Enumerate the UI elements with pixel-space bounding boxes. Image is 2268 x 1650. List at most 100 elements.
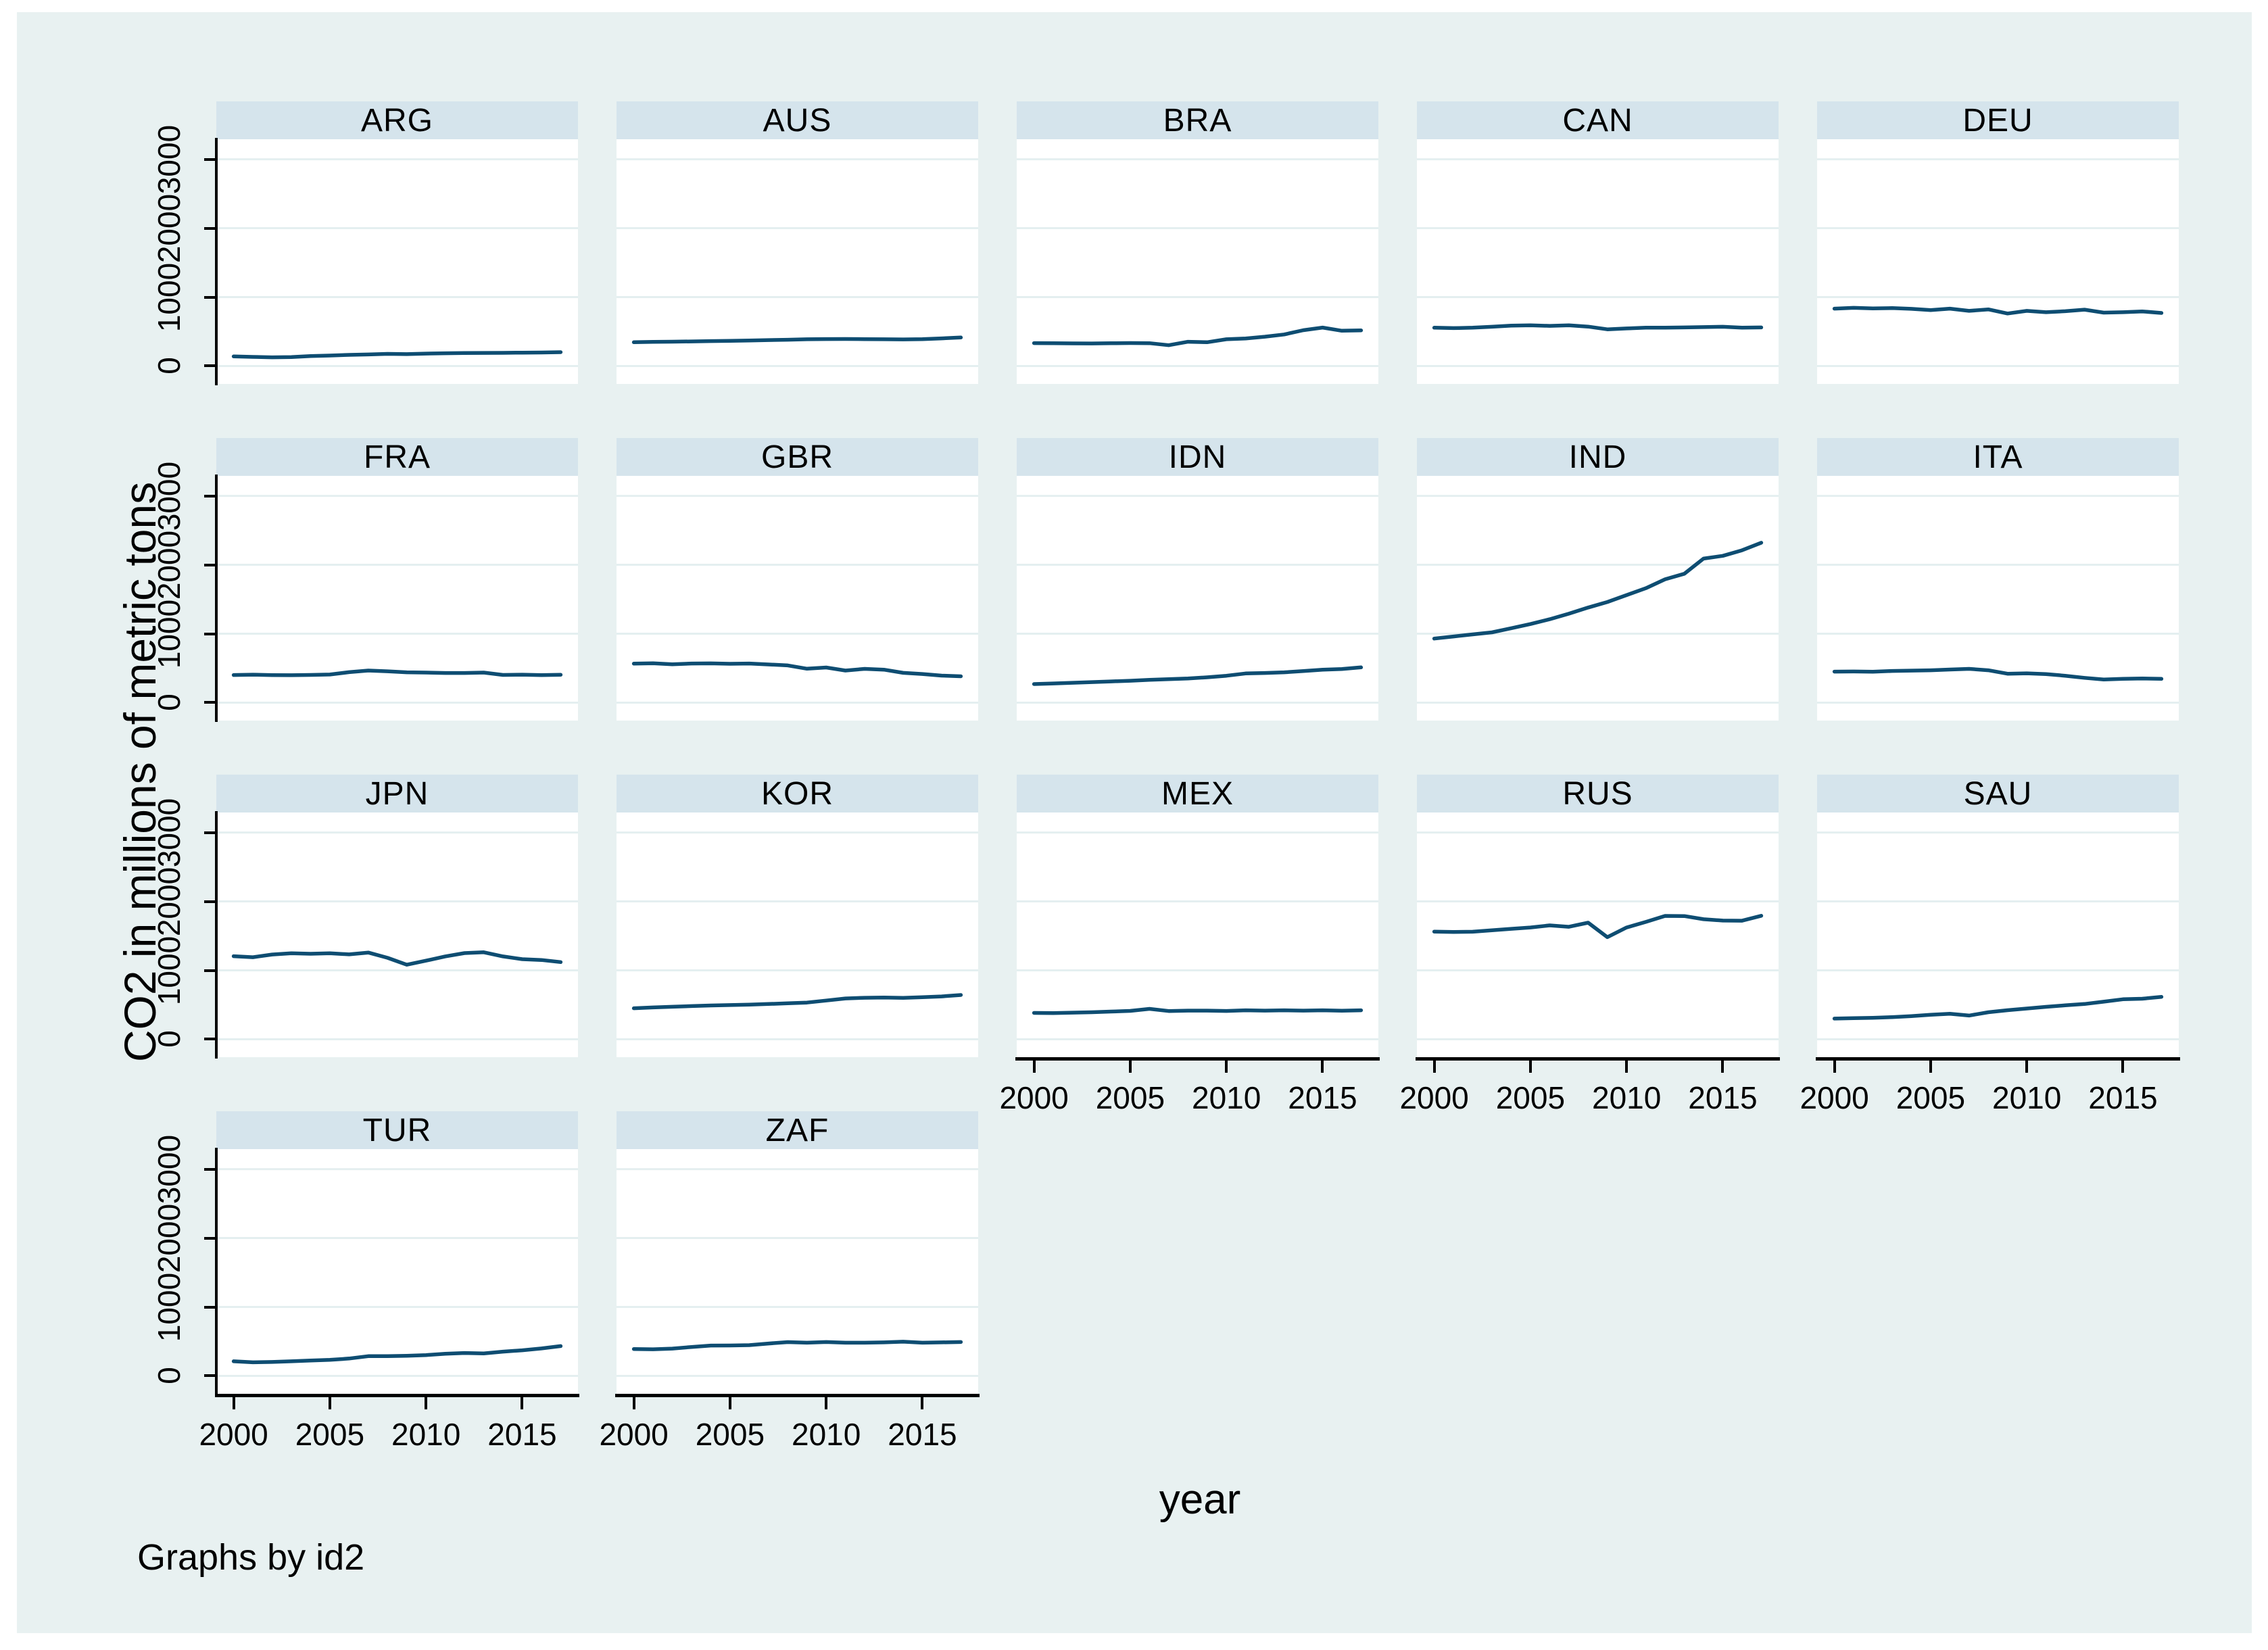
line-chart bbox=[1817, 831, 2179, 1040]
line-chart bbox=[1817, 158, 2179, 367]
panel-header: TUR bbox=[216, 1111, 578, 1149]
panel-header: DEU bbox=[1817, 101, 2179, 139]
y-axis-line bbox=[215, 475, 218, 722]
panel-ZAF: ZAF bbox=[617, 1111, 978, 1394]
panel-header: KOR bbox=[617, 775, 978, 812]
series-line-AUS bbox=[631, 335, 963, 345]
panel-plot bbox=[617, 812, 978, 1057]
series-line-ARG bbox=[231, 350, 563, 360]
y-axis-tick bbox=[204, 226, 216, 230]
line-chart bbox=[617, 831, 978, 1040]
panel-plot bbox=[1817, 139, 2179, 384]
x-axis-tick bbox=[425, 1397, 428, 1409]
y-axis-tick bbox=[204, 632, 216, 635]
series-line-ZAF bbox=[631, 1340, 963, 1351]
x-axis-tick bbox=[1225, 1061, 1228, 1073]
x-axis-line bbox=[1816, 1057, 2180, 1061]
x-axis-tick-label: 2010 bbox=[1992, 1080, 2062, 1115]
x-axis-tick bbox=[1032, 1061, 1036, 1073]
panel-plot bbox=[617, 1149, 978, 1394]
x-axis-tick bbox=[632, 1397, 635, 1409]
panel-IDN: IDN bbox=[1017, 438, 1378, 721]
line-chart bbox=[1017, 495, 1378, 704]
panel-title: IND bbox=[1568, 439, 1627, 475]
panel-header: JPN bbox=[216, 775, 578, 812]
x-axis-tick-label: 2015 bbox=[888, 1417, 957, 1452]
panel-header: ITA bbox=[1817, 438, 2179, 476]
series-line-RUS bbox=[1432, 914, 1764, 940]
panel-RUS: RUS bbox=[1417, 775, 1779, 1057]
x-axis-tick bbox=[2121, 1061, 2125, 1073]
panel-title: GBR bbox=[761, 439, 834, 475]
line-chart bbox=[216, 495, 578, 704]
panel-header: ZAF bbox=[617, 1111, 978, 1149]
x-axis-tick-label: 2015 bbox=[487, 1417, 557, 1452]
x-axis-tick-label: 2005 bbox=[1495, 1080, 1566, 1115]
panel-plot bbox=[216, 1149, 578, 1394]
panel-JPN: JPN bbox=[216, 775, 578, 1057]
x-axis-line bbox=[215, 1394, 579, 1397]
panel-plot bbox=[216, 476, 578, 721]
x-axis-tick-label: 2000 bbox=[599, 1417, 669, 1452]
y-axis-tick bbox=[204, 701, 216, 704]
y-axis-line bbox=[215, 1148, 218, 1395]
x-axis-tick bbox=[825, 1397, 828, 1409]
series-line-KOR bbox=[631, 993, 963, 1011]
x-axis-line bbox=[615, 1394, 980, 1397]
series-line-JPN bbox=[231, 950, 563, 967]
panel-title: BRA bbox=[1163, 102, 1232, 139]
panel-header: BRA bbox=[1017, 101, 1378, 139]
panel-plot bbox=[1817, 812, 2179, 1057]
panel-plot bbox=[1017, 139, 1378, 384]
y-axis-tick bbox=[204, 1038, 216, 1041]
panel-header: FRA bbox=[216, 438, 578, 476]
panel-title: SAU bbox=[1963, 775, 2033, 812]
graph-canvas: ARG 0 1000 2000 3000 AUS BRA CAN DEU FRA 0 1000 2000… bbox=[17, 12, 2252, 1633]
x-axis-tick bbox=[328, 1397, 331, 1409]
x-axis-tick-label: 2015 bbox=[2088, 1080, 2158, 1115]
x-axis-tick bbox=[1432, 1061, 1436, 1073]
series-line-IND bbox=[1432, 541, 1764, 641]
panel-header: IDN bbox=[1017, 438, 1378, 476]
panel-title: MEX bbox=[1161, 775, 1234, 812]
line-chart bbox=[617, 1168, 978, 1377]
line-chart bbox=[617, 495, 978, 704]
x-axis-tick-label: 2000 bbox=[1399, 1080, 1469, 1115]
y-axis-tick bbox=[204, 1305, 216, 1309]
series-line-DEU bbox=[1832, 306, 2164, 316]
y-axis-tick bbox=[204, 1236, 216, 1240]
x-axis-tick bbox=[2025, 1061, 2029, 1073]
x-axis-tick-label: 2005 bbox=[1896, 1080, 1966, 1115]
y-axis-tick bbox=[204, 157, 216, 161]
y-axis-tick bbox=[204, 900, 216, 903]
x-axis-tick bbox=[521, 1397, 524, 1409]
panel-header: SAU bbox=[1817, 775, 2179, 812]
panel-CAN: CAN bbox=[1417, 101, 1779, 384]
panel-KOR: KOR bbox=[617, 775, 978, 1057]
x-axis-line bbox=[1416, 1057, 1780, 1061]
y-axis-title: CO2 in millions of metric tons bbox=[115, 481, 165, 1063]
x-axis-tick-label: 2005 bbox=[295, 1417, 365, 1452]
y-axis-tick bbox=[204, 1374, 216, 1378]
panel-title: IDN bbox=[1168, 439, 1227, 475]
panel-BRA: BRA bbox=[1017, 101, 1378, 384]
series-line-TUR bbox=[231, 1344, 563, 1365]
x-axis-title: year bbox=[1159, 1476, 1241, 1523]
line-chart bbox=[1017, 158, 1378, 367]
panel-title: TUR bbox=[362, 1112, 432, 1148]
panel-plot bbox=[1017, 476, 1378, 721]
panel-ARG: ARG bbox=[216, 101, 578, 384]
panel-header: AUS bbox=[617, 101, 978, 139]
x-axis-tick bbox=[1833, 1061, 1836, 1073]
panel-title: JPN bbox=[365, 775, 429, 812]
panel-AUS: AUS bbox=[617, 101, 978, 384]
panel-IND: IND bbox=[1417, 438, 1779, 721]
x-axis-tick bbox=[1929, 1061, 1932, 1073]
panel-plot bbox=[216, 139, 578, 384]
panel-title: FRA bbox=[364, 439, 431, 475]
panel-header: GBR bbox=[617, 438, 978, 476]
panel-plot bbox=[1817, 476, 2179, 721]
y-axis-tick bbox=[204, 563, 216, 566]
x-axis-tick bbox=[1128, 1061, 1132, 1073]
